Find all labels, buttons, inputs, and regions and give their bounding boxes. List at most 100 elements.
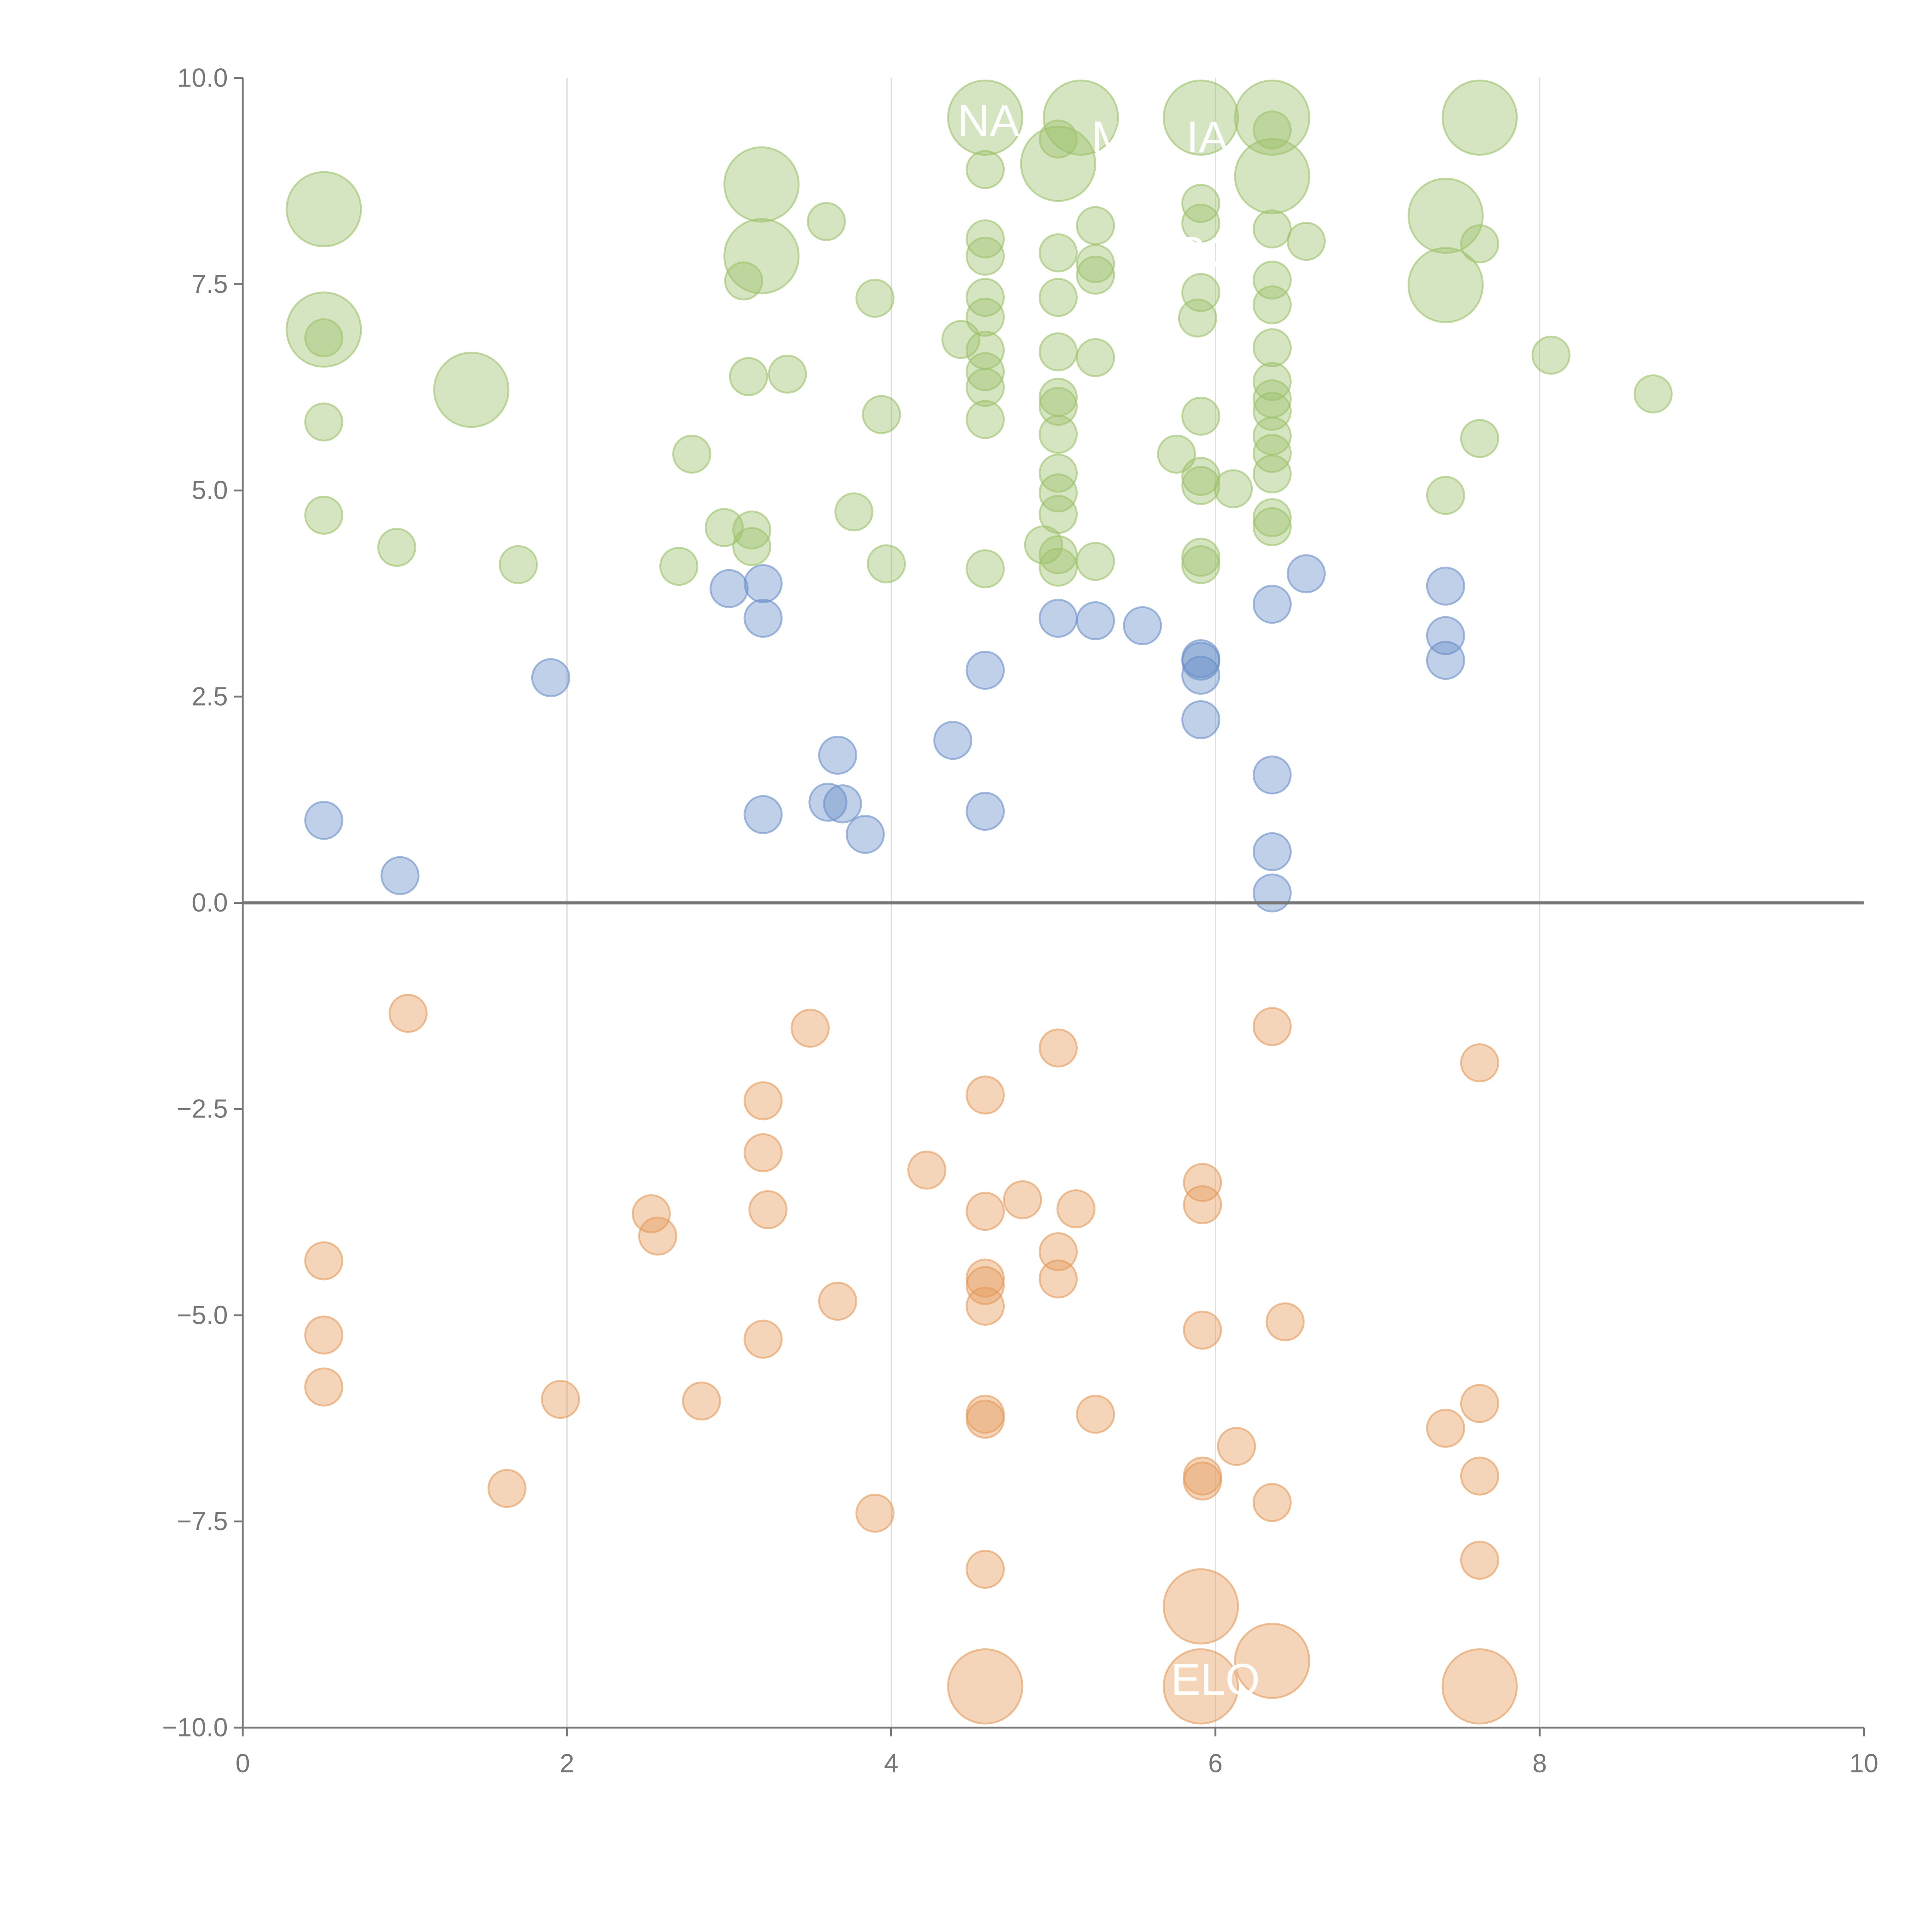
point-blue xyxy=(304,801,344,840)
point-green xyxy=(672,434,711,474)
point-orange xyxy=(907,1150,947,1190)
point-green xyxy=(1252,454,1292,494)
point-orange xyxy=(748,1190,788,1230)
point-orange xyxy=(966,1266,1005,1305)
point-orange xyxy=(1460,1384,1499,1423)
point-orange xyxy=(541,1380,580,1419)
point-blue xyxy=(743,795,783,834)
point-green xyxy=(1181,273,1221,312)
point-green xyxy=(1460,419,1499,458)
point-orange xyxy=(638,1216,677,1256)
point-green xyxy=(1076,255,1115,295)
point-green xyxy=(1234,79,1310,156)
point-green xyxy=(1234,138,1310,214)
point-green xyxy=(1039,535,1078,575)
point-orange xyxy=(1183,1185,1222,1225)
point-green xyxy=(1181,466,1221,505)
point-green xyxy=(498,545,538,584)
point-green xyxy=(1178,298,1217,338)
point-green xyxy=(855,279,895,318)
point-blue xyxy=(1252,873,1292,913)
point-green xyxy=(1039,233,1078,272)
point-green xyxy=(1181,184,1221,223)
point-green xyxy=(947,79,1024,156)
point-green xyxy=(723,218,800,294)
point-blue xyxy=(966,651,1005,690)
point-orange xyxy=(743,1133,783,1172)
point-orange xyxy=(1039,1259,1078,1299)
point-blue xyxy=(1181,641,1221,681)
point-green xyxy=(1020,126,1097,202)
point-green xyxy=(966,549,1005,588)
x-tick-label: 0 xyxy=(235,1749,250,1778)
point-green xyxy=(659,547,699,586)
point-blue xyxy=(933,721,973,760)
point-green xyxy=(1076,244,1115,283)
point-orange xyxy=(1039,1232,1078,1271)
point-green xyxy=(286,171,362,247)
point-orange xyxy=(304,1367,344,1407)
point-orange xyxy=(1252,1483,1292,1522)
point-blue xyxy=(1123,606,1162,645)
annotation-label: ELO xyxy=(1171,1655,1260,1704)
point-green xyxy=(304,318,344,357)
point-green xyxy=(966,367,1005,407)
point-orange xyxy=(947,1648,1024,1725)
point-blue xyxy=(1076,601,1115,640)
point-blue xyxy=(743,564,783,603)
point-blue xyxy=(743,599,783,638)
axes: 10.0 7.5 5.0 2.5 0.0 −2.5 −5.0 −7.5 −10.00 2 4 6 8 10 xyxy=(162,63,1878,1778)
point-green xyxy=(1441,79,1518,156)
y-tick-label: −7.5 xyxy=(177,1507,228,1536)
point-orange xyxy=(631,1194,671,1233)
point-green xyxy=(1039,453,1078,493)
point-orange xyxy=(1163,1568,1239,1645)
annotation-label: NA xyxy=(957,96,1019,145)
point-orange xyxy=(304,1241,344,1281)
point-green xyxy=(1043,79,1119,156)
point-green xyxy=(862,395,901,434)
point-orange xyxy=(1183,1461,1222,1501)
annotation-label: IA xyxy=(1186,112,1228,162)
point-green xyxy=(966,278,1005,317)
point-orange xyxy=(966,1192,1005,1231)
point-green xyxy=(1252,209,1292,249)
point-green xyxy=(1039,278,1078,317)
point-blue xyxy=(709,569,749,608)
point-orange xyxy=(1056,1189,1096,1228)
point-green xyxy=(1181,204,1221,243)
data-points xyxy=(286,79,1673,1725)
point-green xyxy=(1252,362,1292,401)
point-orange xyxy=(1460,1043,1499,1083)
point-orange xyxy=(966,1286,1005,1326)
point-blue xyxy=(818,735,857,775)
point-green xyxy=(1407,247,1484,323)
point-orange xyxy=(966,1400,1005,1439)
point-green xyxy=(1039,473,1078,513)
point-blue xyxy=(1252,585,1292,624)
point-blue xyxy=(808,782,848,822)
point-orange xyxy=(682,1381,721,1421)
annotation-label: RO xyxy=(1174,228,1241,277)
point-orange xyxy=(1441,1648,1518,1725)
point-orange xyxy=(1183,1310,1222,1350)
annotation-label: M xyxy=(1092,112,1129,162)
point-green xyxy=(1039,415,1078,454)
point-green xyxy=(1531,335,1571,375)
point-green xyxy=(966,352,1005,391)
y-tick-label: −2.5 xyxy=(177,1095,228,1124)
point-blue xyxy=(823,784,862,823)
point-orange xyxy=(1252,1007,1292,1046)
point-green xyxy=(1426,476,1465,515)
point-green xyxy=(1076,206,1115,245)
point-green xyxy=(807,202,846,241)
point-green xyxy=(966,219,1005,259)
point-green xyxy=(966,150,1005,189)
point-green xyxy=(1039,387,1078,426)
point-orange xyxy=(1076,1395,1115,1434)
point-orange xyxy=(1183,1163,1222,1202)
point-green xyxy=(1039,332,1078,372)
y-tick-label: 2.5 xyxy=(192,682,228,711)
y-tick-label: 0.0 xyxy=(192,888,228,917)
